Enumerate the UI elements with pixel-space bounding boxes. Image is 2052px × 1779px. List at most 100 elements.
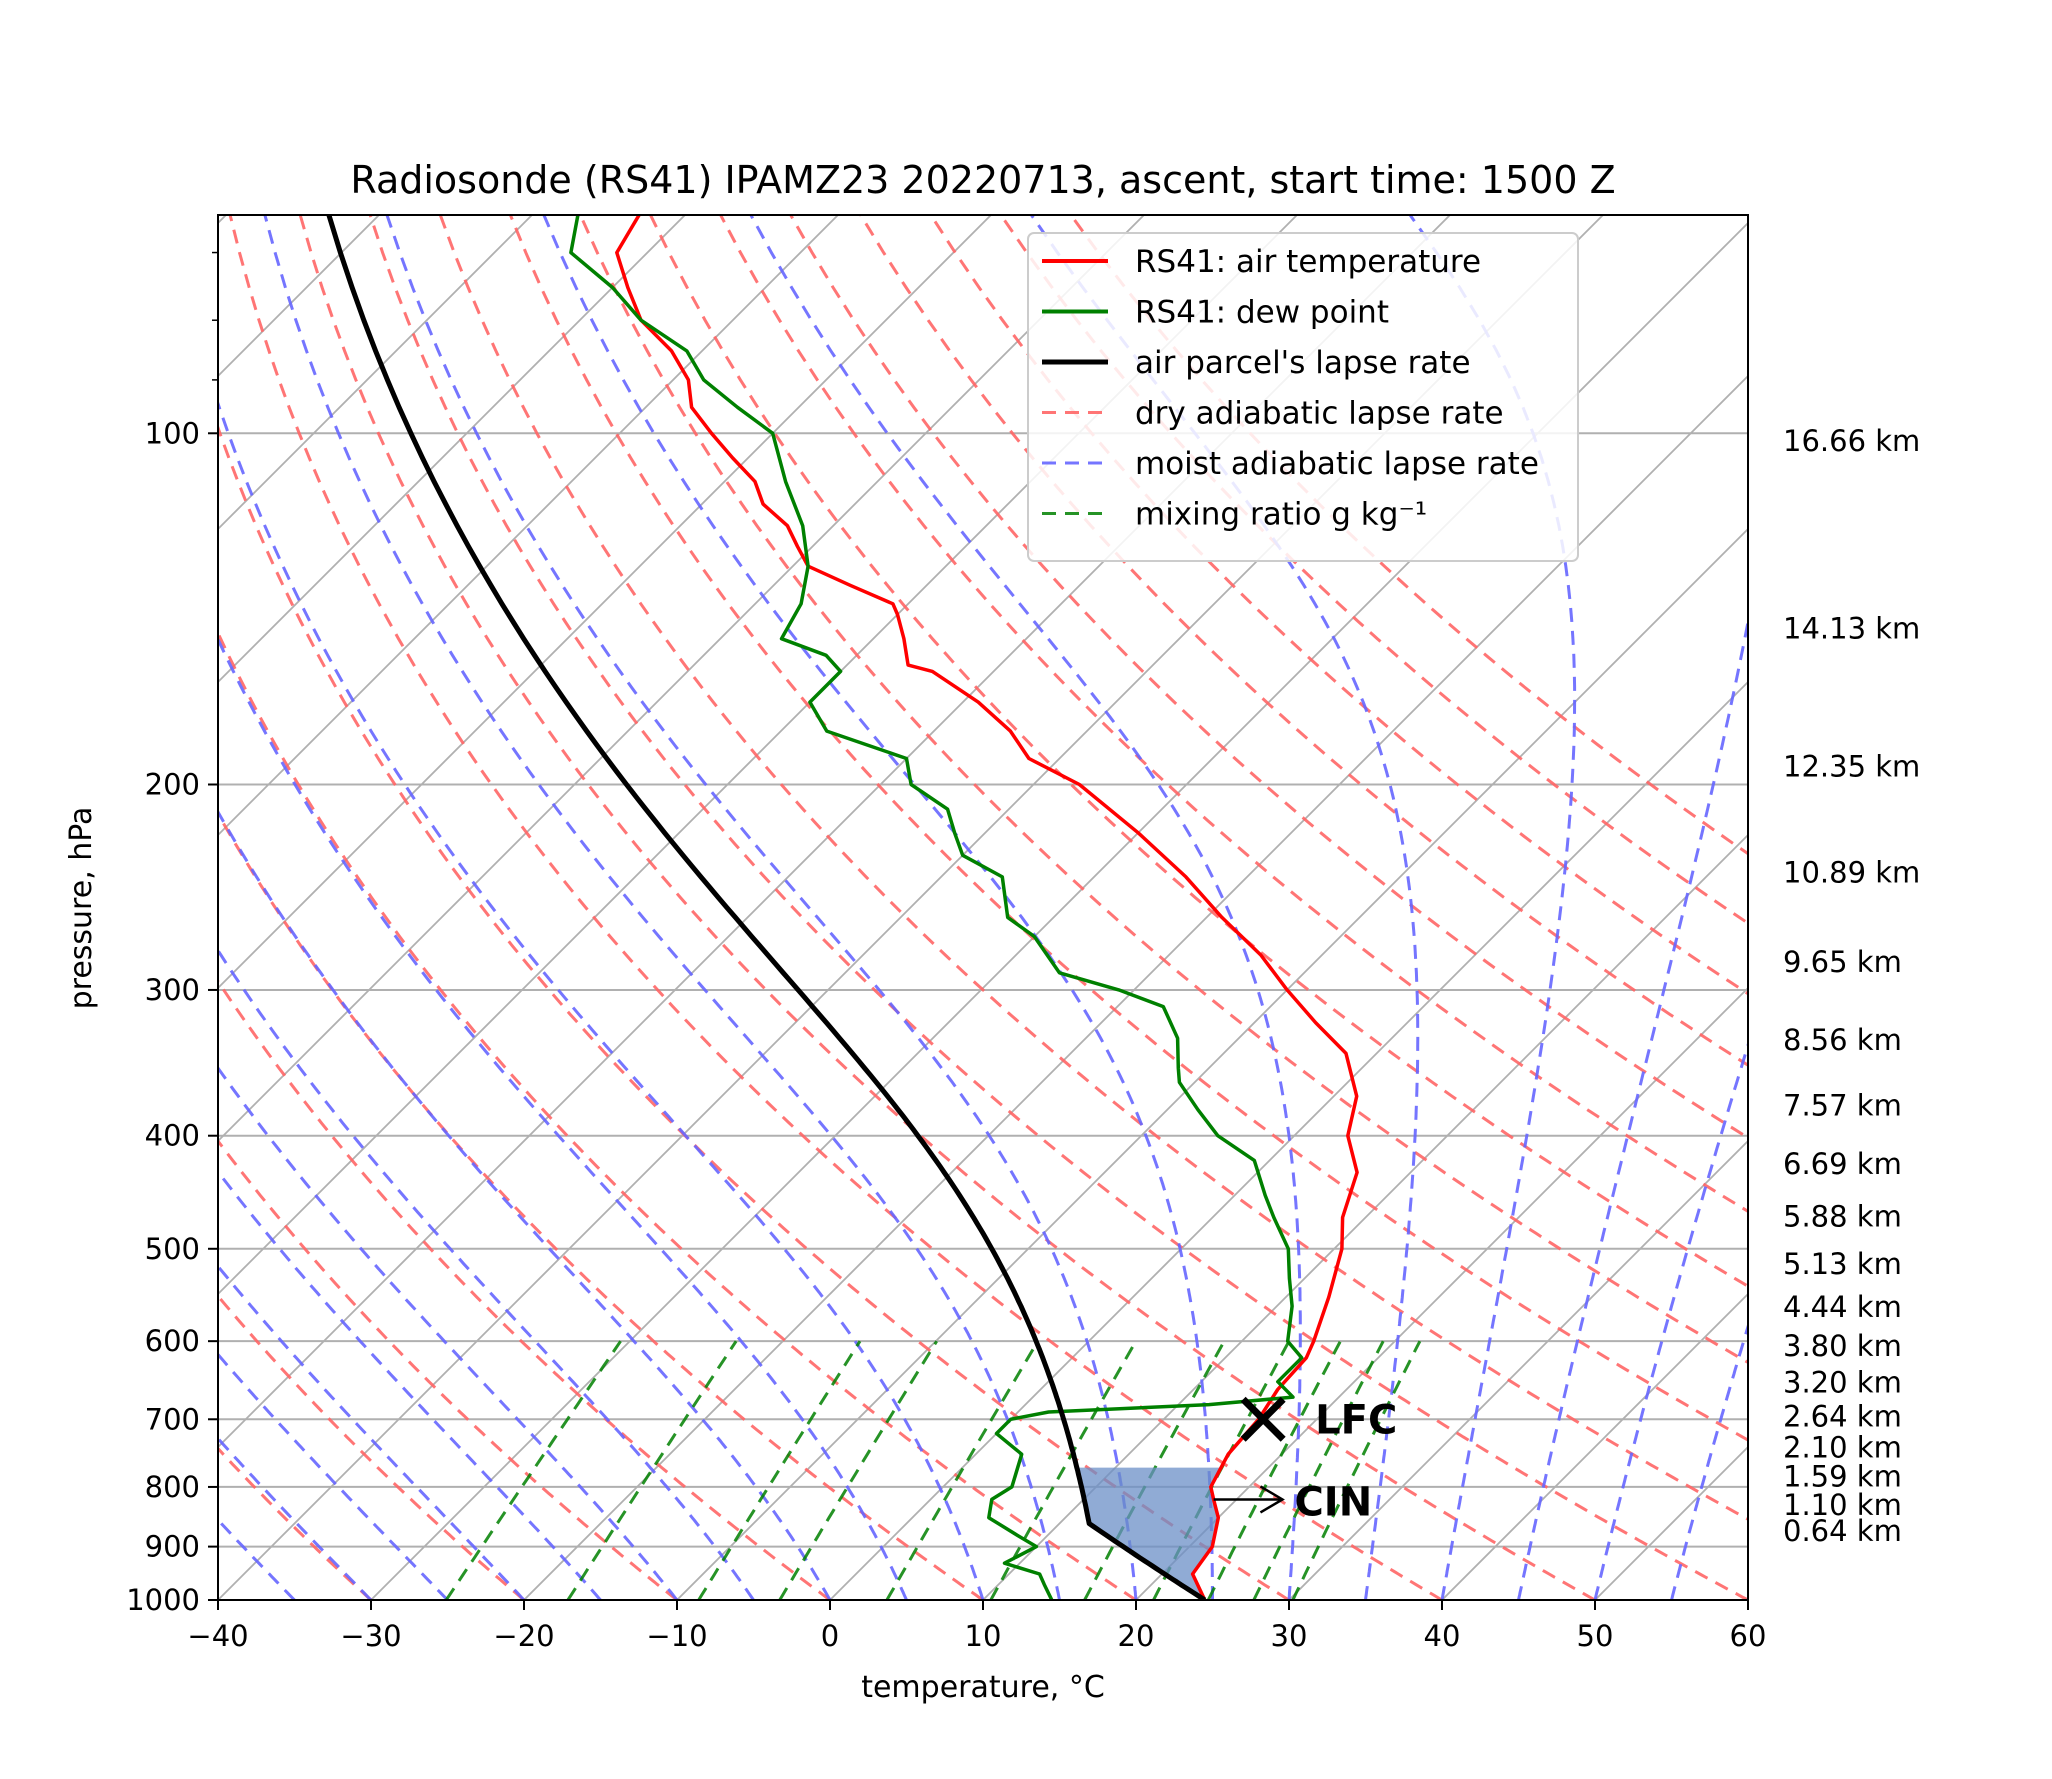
altitude-label: 5.13 km (1783, 1247, 1902, 1281)
lfc-label: LFC (1315, 1397, 1397, 1443)
dry-adiabat-line (858, 215, 1748, 1067)
altitude-label: 5.88 km (1783, 1199, 1902, 1233)
moist-adiabat-line (749, 215, 1302, 1600)
dry-adiabat-line (648, 215, 1748, 1288)
dry-adiabat-line (1069, 215, 1748, 856)
moist-adiabat-line (218, 635, 908, 1600)
moist-adiabat-line (218, 398, 985, 1600)
altitude-label: 0.64 km (1783, 1514, 1902, 1548)
altitude-label: 4.44 km (1783, 1290, 1902, 1324)
cin-label: CIN (1294, 1479, 1372, 1525)
dry-adiabat-line (298, 215, 1596, 1600)
moist-adiabat-line (1517, 614, 1748, 1600)
mixing-ratio-line (1291, 1340, 1422, 1600)
cin-arrow-head (1259, 1485, 1285, 1514)
y-tick-label: 900 (145, 1530, 200, 1564)
isotherm-line (1135, 986, 1748, 1600)
altitude-label: 14.13 km (1783, 611, 1920, 645)
y-tick-label: 600 (145, 1324, 200, 1358)
moist-adiabat-line (1029, 215, 1420, 1600)
dry-adiabat-line (578, 215, 1748, 1365)
cin-shaded-region (1076, 1467, 1222, 1600)
dry-adiabat-line (718, 215, 1748, 1214)
isotherm-line (1441, 1292, 1748, 1600)
x-tick-label: 30 (1271, 1619, 1308, 1653)
legend-label: moist adiabatic lapse rate (1135, 446, 1539, 482)
y-tick-label: 200 (145, 767, 200, 801)
x-tick-label: −20 (493, 1619, 554, 1653)
annotation-marks (1213, 1396, 1286, 1514)
air-temperature-line (615, 215, 1359, 1600)
dry-adiabat-line (999, 215, 1748, 926)
y-tick-label: 800 (145, 1470, 200, 1504)
altitude-label: 2.10 km (1783, 1430, 1902, 1464)
mixing-ratio-line (1252, 1340, 1385, 1600)
altitude-label: 3.80 km (1783, 1329, 1902, 1363)
isotherm-line (523, 374, 1748, 1600)
x-tick-label: 60 (1730, 1619, 1767, 1653)
altitude-label: 12.35 km (1783, 749, 1920, 783)
isotherm-line (218, 215, 1145, 1143)
mixing-ratio-line (778, 1340, 938, 1600)
x-tick-label: 10 (965, 1619, 1002, 1653)
altitude-label: 10.89 km (1783, 856, 1920, 890)
moist-adiabat-line (218, 1352, 449, 1600)
altitude-label: 6.69 km (1783, 1147, 1902, 1181)
legend-label: mixing ratio g kg⁻¹ (1135, 497, 1427, 533)
dry-adiabat-line (228, 215, 1443, 1600)
altitude-label: 1.10 km (1783, 1488, 1902, 1522)
dry-adiabat-line (218, 1138, 678, 1600)
dry-adiabat-line (368, 215, 1748, 1600)
moist-adiabat-line (385, 215, 1138, 1600)
axes: −40 −30 −20 −10 0 10 20 30 40 50 60 100 200 300 400 500… (126, 251, 1767, 1653)
isotherm-line (218, 215, 839, 837)
mixing-ratio-line (697, 1340, 862, 1600)
y-tick-label: 700 (145, 1402, 200, 1436)
parcel-lapse-rate-line (326, 215, 1207, 1600)
grid-lines (218, 432, 1748, 1600)
x-tick-label: −10 (646, 1619, 707, 1653)
moist-adiabat-line (1408, 215, 1577, 1600)
x-tick-label: −30 (340, 1619, 401, 1653)
x-tick-label: −40 (187, 1619, 248, 1653)
legend-label: RS41: air temperature (1135, 244, 1481, 280)
altitude-label: 16.66 km (1783, 424, 1920, 458)
dry-adiabat-line (788, 215, 1748, 1140)
dry-adiabat-line (929, 215, 1748, 996)
legend-items: RS41: air temperature RS41: dew point air … (1042, 244, 1539, 533)
y-tick-label: 400 (145, 1119, 200, 1153)
y-tick-label: 1000 (126, 1583, 200, 1617)
isotherm-line (218, 215, 686, 684)
legend-label: air parcel's lapse rate (1135, 345, 1471, 381)
altitude-label: 2.64 km (1783, 1399, 1902, 1433)
legend-label: RS41: dew point (1135, 295, 1389, 331)
cin-shaded-area (1076, 1467, 1222, 1600)
dew-point-line (569, 215, 1304, 1600)
moist-adiabat-line (542, 215, 1214, 1600)
altitude-label: 8.56 km (1783, 1023, 1902, 1057)
x-tick-label: 20 (1118, 1619, 1155, 1653)
altitude-label: 7.57 km (1783, 1089, 1902, 1123)
dry-adiabat-line (508, 215, 1748, 1442)
y-tick-label: 500 (145, 1232, 200, 1266)
moist-adiabat-line (218, 947, 755, 1600)
legend-label: dry adiabatic lapse rate (1135, 396, 1504, 432)
isotherm-line (1288, 1139, 1748, 1600)
moist-adiabat-line (218, 808, 832, 1600)
dry-adiabat-line (218, 978, 831, 1600)
moist-adiabat-line (263, 215, 1061, 1600)
y-tick-label: 100 (145, 416, 200, 450)
mixing-ratio-line (885, 1340, 1040, 1600)
legend-box (1027, 232, 1579, 562)
dry-adiabat-line (218, 1446, 372, 1600)
altitude-label: 9.65 km (1783, 945, 1902, 979)
dry-adiabat-line (218, 629, 1137, 1600)
isotherm-line (829, 680, 1748, 1600)
mixing-ratio-line (1206, 1340, 1342, 1600)
legend: RS41: air temperature RS41: dew point air … (1027, 232, 1579, 562)
annotation-labels: LFC CIN (1294, 1397, 1397, 1525)
y-axis-label: pressure, hPa (64, 807, 99, 1010)
isotherm-line (676, 527, 1748, 1600)
isotherm-line (218, 215, 533, 531)
